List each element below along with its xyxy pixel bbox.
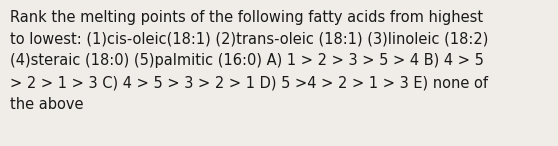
Text: Rank the melting points of the following fatty acids from highest
to lowest: (1): Rank the melting points of the following…: [10, 10, 488, 112]
